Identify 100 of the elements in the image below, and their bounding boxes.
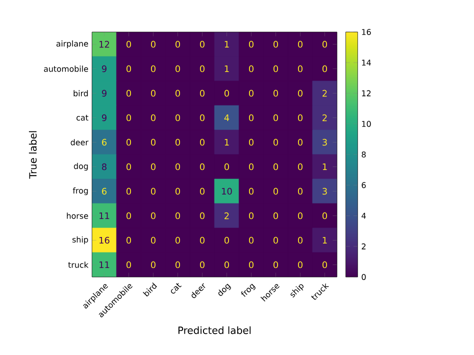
data-label: 9: [102, 90, 106, 97]
data-label: 0: [322, 40, 327, 48]
data-label: 0: [298, 188, 302, 195]
data-label: 9: [102, 114, 106, 122]
data-label: 0: [150, 212, 156, 220]
data-label: 0: [126, 138, 132, 146]
data-label: 0: [150, 138, 156, 146]
data-label: 0: [273, 188, 278, 195]
data-label: 16: [100, 236, 110, 244]
data-label: 0: [273, 163, 278, 170]
data-label: 4: [224, 114, 230, 122]
data-label: 0: [200, 90, 205, 97]
data-label: 0: [248, 163, 254, 170]
data-label: 8: [102, 163, 106, 170]
data-label: 0: [248, 188, 254, 195]
data-label: 2: [224, 212, 229, 220]
data-label: 0: [298, 212, 302, 220]
data-label: 1: [224, 138, 229, 146]
data-label: 0: [126, 114, 132, 122]
data-label: 12: [100, 40, 110, 48]
data-label: 0: [273, 138, 278, 146]
data-label: 0: [273, 212, 278, 220]
data-label: 0: [200, 188, 205, 195]
data-label: 0: [224, 90, 230, 97]
data-label: 0: [273, 65, 278, 72]
data-label: 3: [322, 188, 327, 195]
data-label: 0: [126, 90, 132, 97]
data-label: 0: [273, 40, 278, 48]
data-label: 0: [150, 114, 156, 122]
data-label: 0: [298, 90, 302, 97]
data-label: 11: [100, 261, 110, 268]
data-label: 0: [126, 261, 132, 268]
data-label: 0: [150, 188, 156, 195]
data-label: 0: [298, 236, 302, 244]
data-label: 0: [175, 40, 180, 48]
data-label: 0: [150, 236, 156, 244]
data-label: 2: [322, 114, 327, 122]
data-label: 1: [224, 65, 229, 72]
data-label: 0: [126, 163, 132, 170]
data-label: 0: [150, 65, 156, 72]
data-label: 0: [298, 261, 302, 268]
data-label: 6: [102, 188, 107, 195]
data-label: 0: [175, 212, 180, 220]
data-label: 0: [298, 138, 302, 146]
data-label: 3: [322, 138, 327, 146]
data-label: 10: [222, 188, 232, 195]
data-label: 0: [175, 138, 180, 146]
data-label: 0: [248, 114, 254, 122]
data-label: 0: [248, 138, 254, 146]
data-label: 0: [322, 65, 327, 72]
data-label: 0: [248, 90, 254, 97]
data-label: 9: [102, 65, 106, 72]
data-label: 1: [322, 236, 327, 244]
y-axis-title: True label: [28, 131, 37, 179]
data-label: 0: [298, 40, 302, 48]
data-label: 0: [273, 90, 278, 97]
data-label: 0: [200, 40, 205, 48]
data-label: 0: [126, 188, 132, 195]
data-label: 1: [322, 163, 327, 170]
data-label: 0: [200, 114, 205, 122]
data-label: 0: [175, 188, 180, 195]
data-label: 0: [273, 261, 278, 268]
data-label: 0: [200, 261, 205, 268]
data-label: 0: [224, 163, 230, 170]
data-label: 0: [248, 65, 254, 72]
data-label: 0: [322, 212, 327, 220]
data-label: 1: [224, 40, 229, 48]
data-label: 0: [224, 261, 230, 268]
data-label: 11: [100, 212, 110, 220]
data-label: 0: [322, 261, 327, 268]
data-label: 0: [298, 114, 302, 122]
data-label: 0: [273, 114, 278, 122]
data-label: 0: [175, 114, 180, 122]
data-label: 0: [273, 236, 278, 244]
data-label: 0: [248, 40, 254, 48]
data-label: 0: [200, 138, 205, 146]
data-label: 0: [298, 163, 302, 170]
data-label: 0: [175, 90, 180, 97]
data-label: 0: [126, 236, 132, 244]
data-label: 0: [200, 236, 205, 244]
data-label: 0: [150, 40, 156, 48]
data-label: 0: [126, 40, 132, 48]
data-label: 6: [102, 138, 107, 146]
data-label: 0: [248, 236, 254, 244]
x-axis-title: Predicted label: [178, 326, 251, 334]
data-label: 2: [322, 90, 327, 97]
data-label: 0: [150, 90, 156, 97]
data-label: 0: [150, 261, 156, 268]
data-label: 0: [175, 236, 180, 244]
data-label: 0: [175, 163, 180, 170]
data-label: 0: [200, 65, 205, 72]
data-label: 0: [175, 65, 180, 72]
data-label: 0: [126, 212, 132, 220]
data-label: 0: [248, 212, 254, 220]
data-label: 0: [126, 65, 132, 72]
data-label: 0: [175, 261, 180, 268]
data-label: 0: [224, 236, 230, 244]
data-label: 0: [200, 163, 205, 170]
data-label: 0: [248, 261, 254, 268]
data-label: 0: [150, 163, 156, 170]
